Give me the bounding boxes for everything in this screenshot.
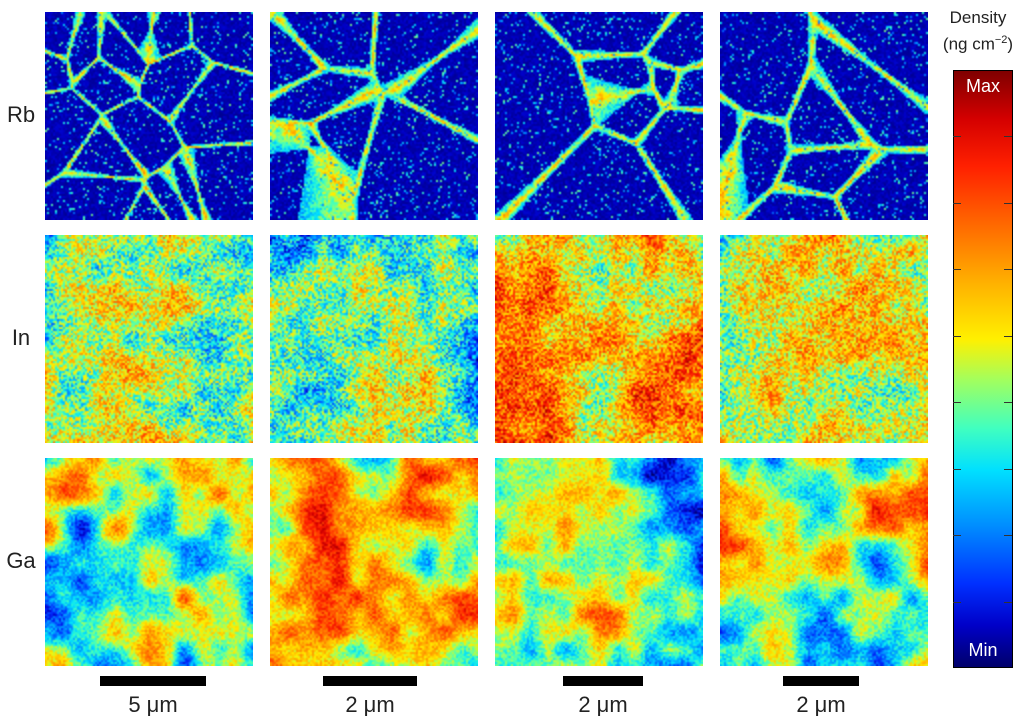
colorbar-tick bbox=[953, 402, 961, 403]
density-map-in-4 bbox=[720, 235, 928, 443]
density-map-in-1 bbox=[45, 235, 253, 443]
row-label-ga: Ga bbox=[6, 548, 36, 573]
colorbar-tick bbox=[953, 336, 961, 337]
colorbar-tick bbox=[953, 203, 961, 204]
scale-label-2: 2 μm bbox=[345, 692, 395, 717]
colorbar-tick bbox=[1004, 269, 1012, 270]
scale-label-3: 2 μm bbox=[578, 692, 628, 717]
density-map-rb-2 bbox=[270, 12, 478, 220]
colorbar-tick bbox=[1004, 469, 1012, 470]
colorbar bbox=[953, 70, 1013, 668]
density-map-rb-1 bbox=[45, 12, 253, 220]
colorbar-tick bbox=[1004, 336, 1012, 337]
scale-bar-4 bbox=[783, 676, 859, 686]
colorbar-tick bbox=[1004, 203, 1012, 204]
colorbar-tick bbox=[1004, 602, 1012, 603]
density-map-ga-3 bbox=[495, 458, 703, 666]
colorbar-min-label: Min bbox=[968, 640, 998, 660]
colorbar-tick bbox=[953, 469, 961, 470]
colorbar-tick bbox=[1004, 136, 1012, 137]
density-map-in-2 bbox=[270, 235, 478, 443]
scale-bar-2 bbox=[323, 676, 417, 686]
density-map-ga-2 bbox=[270, 458, 478, 666]
colorbar-tick bbox=[953, 269, 961, 270]
scale-bar-1 bbox=[100, 676, 206, 686]
colorbar-tick bbox=[953, 535, 961, 536]
colorbar-tick bbox=[953, 602, 961, 603]
colorbar-title-line1: Density bbox=[949, 8, 1007, 27]
scale-label-4: 2 μm bbox=[796, 692, 846, 717]
scale-bar-3 bbox=[563, 676, 643, 686]
colorbar-tick bbox=[953, 136, 961, 137]
colorbar-tick bbox=[1004, 535, 1012, 536]
colorbar-tick bbox=[1004, 402, 1012, 403]
density-map-in-3 bbox=[495, 235, 703, 443]
density-map-rb-3 bbox=[495, 12, 703, 220]
scale-label-1: 5 μm bbox=[128, 692, 178, 717]
density-map-ga-4 bbox=[720, 458, 928, 666]
density-map-rb-4 bbox=[720, 12, 928, 220]
colorbar-max-label: Max bbox=[965, 76, 1000, 96]
row-label-rb: Rb bbox=[6, 102, 36, 127]
row-label-in: In bbox=[11, 325, 31, 350]
colorbar-title-line2: (ng cm−2) bbox=[942, 34, 1014, 54]
density-map-ga-1 bbox=[45, 458, 253, 666]
